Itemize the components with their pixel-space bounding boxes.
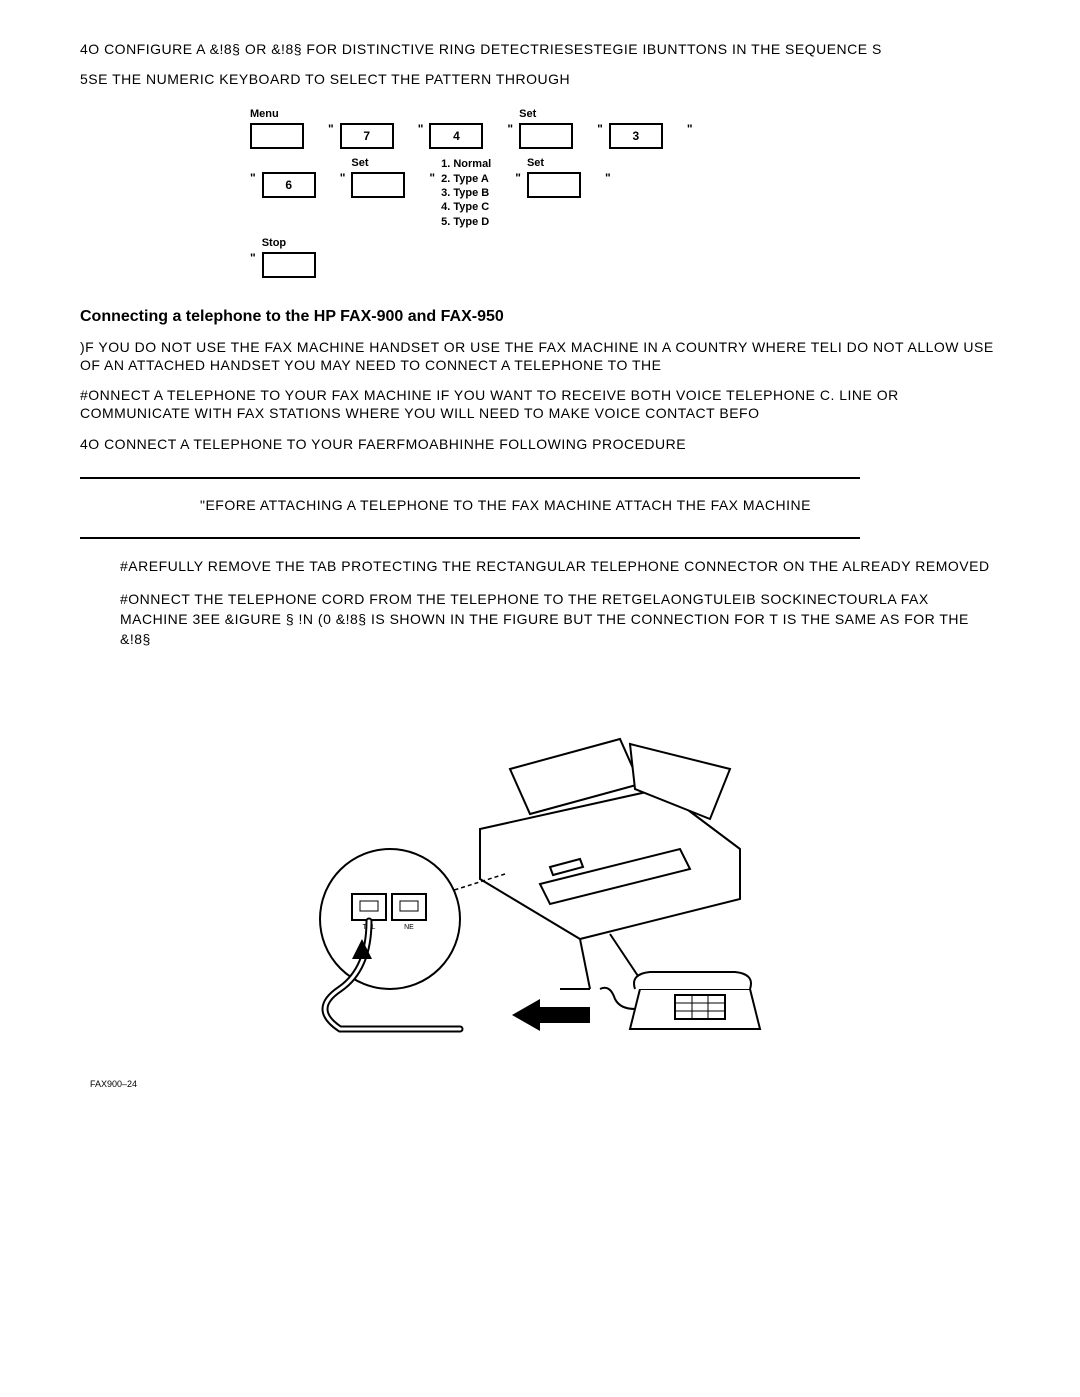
arrow-icon: " — [429, 171, 435, 185]
button-row-3: " Stop — [250, 237, 1000, 278]
arrow-icon: " — [507, 122, 513, 136]
button-box — [527, 172, 581, 198]
option-normal: 1. Normal — [441, 157, 491, 171]
procedure-step-1: #AREFULLY REMOVE THE TAB PROTECTING THE … — [120, 557, 1000, 577]
button-box — [519, 123, 573, 149]
line-port-label: NE — [404, 924, 414, 931]
button-label: Set — [351, 157, 368, 170]
intro-paragraph-1: 4O CONFIGURE A &!8§ OR &!8§ FOR DISTINCT… — [80, 40, 1000, 58]
stop-button: Stop — [262, 237, 316, 278]
key-6: 6 — [262, 157, 316, 198]
option-type-b: 3. Type B — [441, 186, 491, 200]
figure-id: FAX900–24 — [90, 1079, 1000, 1089]
set-button-2: Set — [351, 157, 405, 198]
intro-paragraph-2: 5SE THE NUMERIC KEYBOARD TO SELECT THE P… — [80, 70, 1000, 88]
button-box: 6 — [262, 172, 316, 198]
key-7: 7 — [340, 108, 394, 149]
button-box: 3 — [609, 123, 663, 149]
arrow-icon: " — [597, 122, 603, 136]
button-sequence-diagram: Menu " 7 " 4 " Set " 3 " " 6 " — [250, 108, 1000, 277]
horizontal-rule — [80, 537, 860, 539]
button-box: 4 — [429, 123, 483, 149]
arrow-icon: " — [250, 171, 256, 185]
option-type-d: 5. Type D — [441, 215, 491, 229]
button-row-2: " 6 " Set " 1. Normal 2. Type A 3. Type … — [250, 157, 1000, 228]
arrow-icon: " — [340, 171, 346, 185]
section-heading: Connecting a telephone to the HP FAX-900… — [80, 308, 1000, 326]
note-text: "EFORE ATTACHING A TELEPHONE TO THE FAX … — [200, 497, 1000, 513]
option-type-a: 2. Type A — [441, 172, 491, 186]
body-paragraph-3: 4O CONNECT A TELEPHONE TO YOUR FAERFMOAB… — [80, 435, 1000, 453]
body-paragraph-1: )F YOU DO NOT USE THE FAX MACHINE HANDSE… — [80, 338, 1000, 374]
button-label: Set — [527, 157, 544, 170]
fax-connection-illustration: TEL NE — [280, 689, 800, 1049]
button-box — [262, 252, 316, 278]
arrow-icon: " — [687, 122, 693, 136]
button-label: Stop — [262, 237, 286, 250]
key-3: 3 — [609, 108, 663, 149]
option-type-c: 4. Type C — [441, 200, 491, 214]
ring-pattern-options: 1. Normal 2. Type A 3. Type B 4. Type C … — [441, 157, 491, 228]
horizontal-rule — [80, 477, 860, 479]
button-label: Set — [519, 108, 536, 121]
arrow-icon: " — [418, 122, 424, 136]
key-4: 4 — [429, 108, 483, 149]
procedure-step-2: #ONNECT THE TELEPHONE CORD FROM THE TELE… — [120, 590, 1000, 649]
set-button-3: Set — [527, 157, 581, 198]
menu-button: Menu — [250, 108, 304, 149]
body-paragraph-2: #ONNECT A TELEPHONE TO YOUR FAX MACHINE … — [80, 386, 1000, 422]
button-row-1: Menu " 7 " 4 " Set " 3 " — [250, 108, 1000, 149]
arrow-icon: " — [515, 171, 521, 185]
button-box: 7 — [340, 123, 394, 149]
arrow-icon: " — [328, 122, 334, 136]
arrow-icon: " — [605, 171, 611, 185]
arrow-icon: " — [250, 251, 256, 265]
button-box — [250, 123, 304, 149]
button-label: Menu — [250, 108, 279, 121]
set-button: Set — [519, 108, 573, 149]
button-box — [351, 172, 405, 198]
